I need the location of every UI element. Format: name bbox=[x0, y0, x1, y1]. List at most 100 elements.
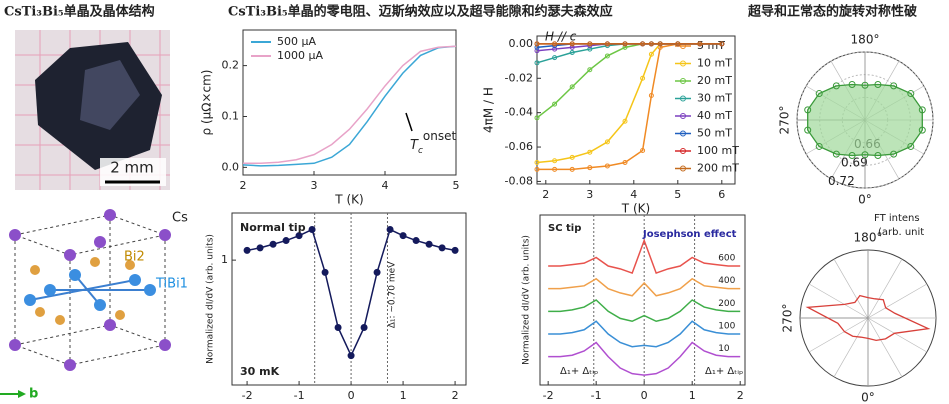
data-point bbox=[386, 226, 394, 234]
legend-label: 40 mT bbox=[697, 109, 732, 122]
data-point bbox=[569, 84, 575, 90]
polar-point bbox=[804, 126, 812, 134]
legend-marker bbox=[680, 60, 686, 67]
x-tick-label: 2 bbox=[737, 389, 744, 402]
data-point bbox=[552, 158, 558, 164]
polar-point bbox=[907, 90, 915, 98]
x-tick-label: 2 bbox=[452, 389, 459, 402]
polar-spoke bbox=[808, 283, 869, 319]
data-point bbox=[347, 352, 355, 360]
polar-point bbox=[874, 151, 882, 159]
data-point bbox=[282, 237, 290, 245]
series-label: 200 bbox=[718, 299, 735, 309]
legend-label: 1000 μA bbox=[277, 49, 323, 62]
annotation-arrow bbox=[405, 112, 413, 132]
heading: 超导和正常态的旋转对称性破 bbox=[748, 4, 917, 20]
polar-point bbox=[848, 151, 856, 159]
polar-point bbox=[890, 150, 898, 158]
data-point bbox=[534, 160, 540, 166]
polar-spoke bbox=[867, 283, 928, 319]
data-point bbox=[587, 149, 593, 155]
data-point bbox=[295, 232, 303, 240]
data-point bbox=[622, 41, 628, 47]
annotation: Δ₁+ Δₜᵢₚ bbox=[560, 366, 598, 377]
annotation: FT intens bbox=[874, 213, 920, 224]
x-tick-label: 6 bbox=[718, 188, 725, 201]
polar-point bbox=[874, 81, 882, 89]
data-point bbox=[622, 118, 628, 124]
series-line bbox=[548, 341, 741, 376]
x-axis-label: Sample bias (mV) bbox=[296, 403, 402, 404]
series-label: 100 bbox=[718, 322, 735, 332]
data-point bbox=[569, 154, 575, 160]
polar-point bbox=[890, 82, 898, 90]
data-point bbox=[552, 41, 558, 47]
y-axis-label: Normalized dI/dV (arb. units) bbox=[206, 234, 216, 364]
x-tick-label: -1 bbox=[294, 389, 305, 402]
x-tick-label: 2 bbox=[240, 179, 247, 192]
data-point bbox=[569, 50, 575, 56]
data-point bbox=[534, 44, 540, 50]
theta-tick-label: 0° bbox=[861, 391, 875, 404]
polar-point bbox=[907, 142, 915, 150]
polar-spoke bbox=[808, 317, 869, 353]
data-point bbox=[534, 60, 540, 66]
legend-marker bbox=[680, 148, 686, 154]
polar-point bbox=[848, 81, 856, 89]
data-point bbox=[256, 244, 264, 252]
data-point bbox=[569, 44, 575, 50]
data-point bbox=[334, 323, 342, 331]
data-point bbox=[648, 51, 654, 57]
polar-spoke bbox=[867, 258, 903, 319]
atom-label: TiBi1 bbox=[155, 277, 188, 292]
legend-marker bbox=[680, 130, 686, 137]
polar-point bbox=[861, 81, 869, 89]
data-point bbox=[412, 237, 420, 245]
theta-tick-label: 180° bbox=[851, 33, 880, 47]
data-point bbox=[534, 41, 540, 47]
polar-series bbox=[807, 83, 923, 157]
data-point bbox=[438, 244, 446, 252]
annotation: Δ₁: ~0.70 meV bbox=[388, 261, 398, 328]
data-point bbox=[308, 226, 316, 234]
legend-label: 100 mT bbox=[697, 144, 739, 157]
series-line bbox=[548, 299, 741, 323]
x-tick-label: 3 bbox=[586, 188, 593, 201]
polar-point bbox=[832, 150, 840, 158]
data-point bbox=[640, 75, 646, 81]
theta-tick-label: 270° bbox=[778, 106, 792, 135]
series-line bbox=[243, 45, 457, 165]
theta-tick-label: 0° bbox=[858, 193, 872, 207]
polar-spoke bbox=[867, 317, 903, 378]
data-point bbox=[569, 166, 575, 172]
legend-marker bbox=[680, 113, 686, 119]
data-point bbox=[587, 41, 593, 47]
x-tick-label: 0 bbox=[348, 389, 355, 402]
r-tick-label: 0.69 bbox=[841, 156, 868, 170]
annotation: 30 mK bbox=[240, 365, 280, 378]
y-tick-label: -0.06 bbox=[505, 140, 533, 153]
legend-label: 10 mT bbox=[697, 57, 732, 70]
data-point bbox=[675, 41, 681, 47]
series-label: 10 bbox=[718, 344, 730, 354]
series-label: 400 bbox=[718, 276, 735, 286]
y-tick-label: -0.02 bbox=[505, 71, 533, 84]
annotation: Normal tip bbox=[240, 221, 306, 234]
data-point bbox=[587, 67, 593, 73]
data-point bbox=[587, 46, 593, 52]
annotation: Josephson effect bbox=[642, 229, 737, 240]
data-point bbox=[604, 139, 610, 145]
data-point bbox=[552, 101, 558, 107]
x-axis-label: T (K) bbox=[621, 202, 650, 216]
polar-point bbox=[861, 151, 869, 159]
r-tick-label: 0.72 bbox=[828, 174, 855, 188]
data-point bbox=[622, 160, 628, 166]
legend-marker bbox=[680, 78, 686, 84]
data-point bbox=[373, 268, 381, 276]
legend-marker bbox=[680, 95, 686, 102]
axis-label: b bbox=[29, 387, 38, 402]
polar-series bbox=[805, 294, 931, 342]
annotation: SC tip bbox=[548, 223, 581, 234]
legend-label: 500 μA bbox=[277, 35, 316, 48]
series-line bbox=[548, 238, 741, 275]
